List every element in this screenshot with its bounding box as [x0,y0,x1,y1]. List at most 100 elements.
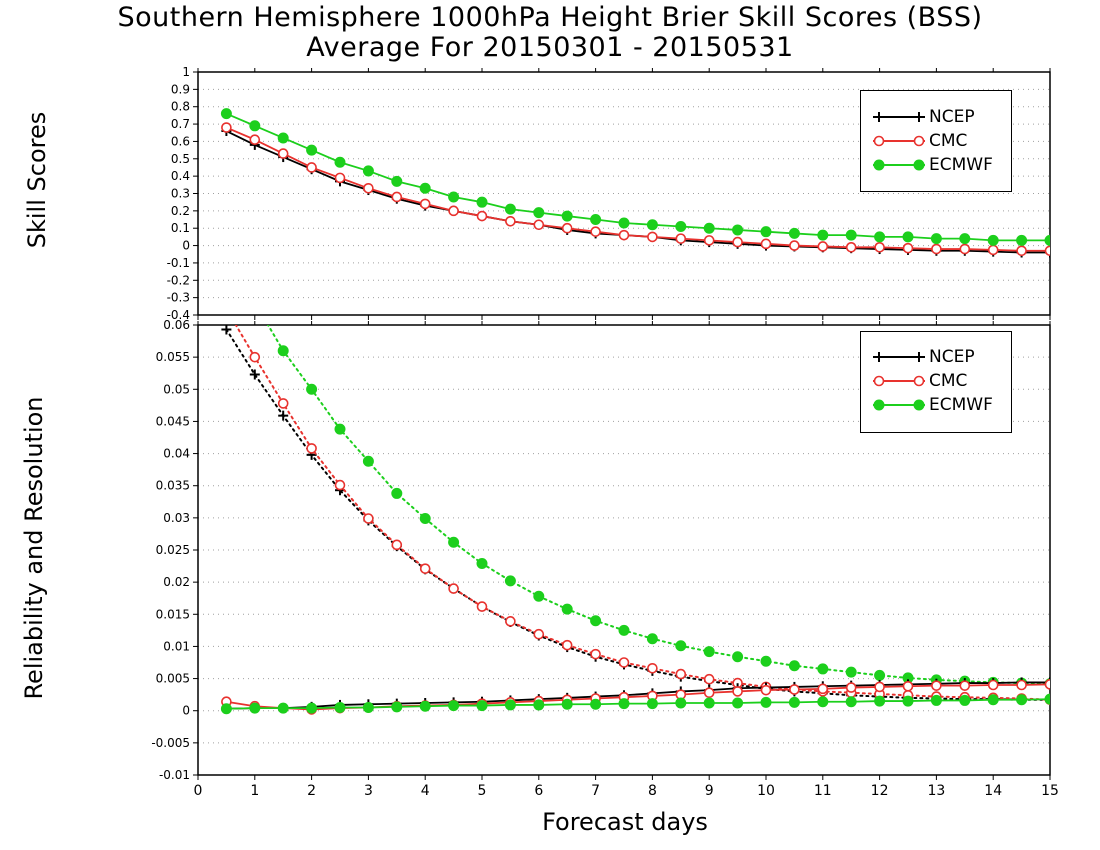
data-point-cmc [845,242,857,253]
chart-subtitle: Average For 20150301 - 20150531 [306,32,794,63]
legend-marker [913,399,925,411]
data-point-ecmwf [845,666,857,678]
data-point-cmc [363,182,374,194]
data-point-ecmwf [959,233,971,245]
data-point-cmc [647,662,658,674]
y-tick-label: 0.6 [171,134,190,148]
data-point-ecmwf [504,575,516,587]
data-point-cmc [277,398,289,409]
legend-swatch-cmc [873,375,925,387]
data-point-ecmwf [334,156,346,168]
y-tick-label: 0.005 [156,672,190,686]
data-point-ecmwf [419,513,431,524]
data-point-ecmwf [874,669,886,681]
y-tick-label: 0.05 [163,382,190,396]
data-point-ecmwf [362,165,374,177]
y-tick-label: 0.03 [163,511,190,525]
x-tick-label: 11 [814,783,832,799]
data-point-cmc [732,236,743,248]
legend-label-ecmwf: ECMWF [929,155,993,175]
x-tick-label: 4 [421,783,430,799]
data-point-cmc [277,148,289,159]
plot-area [220,108,1050,258]
data-point-cmc [959,243,971,255]
data-point-cmc [1016,679,1027,691]
data-point-cmc [931,243,942,255]
data-point-ecmwf [959,694,971,706]
bottom-panel-legend: NCEP CMC ECMWF [860,331,1012,433]
legend-label-ncep: NCEP [929,347,975,367]
legend-swatch-ncep [873,352,925,362]
x-tick-label: 6 [534,783,543,799]
data-point-cmc [448,583,459,594]
legend-marker [913,135,925,147]
data-point-cmc [817,683,829,695]
data-point-cmc [476,210,488,222]
data-point-cmc [789,684,800,695]
data-point-cmc [675,668,687,680]
data-point-ecmwf [590,214,602,226]
data-point-cmc [1044,679,1050,690]
data-point-ecmwf [930,233,942,245]
x-tick-label: 8 [648,783,657,799]
legend-item-cmc: CMC [861,369,1011,393]
y-tick-label: 0 [182,704,190,718]
legend-swatch-ecmwf [873,159,925,171]
data-point-ecmwf [419,700,431,712]
y-tick-label: 0.4 [171,169,190,183]
y-tick-label: -0.005 [151,736,190,750]
data-point-cmc [902,242,914,254]
data-point-ecmwf [448,191,460,203]
legend-label-ecmwf: ECMWF [929,395,993,415]
y-tick-label: 0.1 [171,221,190,235]
y-tick-label: -0.2 [167,273,190,287]
data-point-ecmwf [249,120,261,132]
data-point-cmc [391,191,403,203]
legend-item-ecmwf: ECMWF [861,153,1011,177]
data-point-ecmwf [987,694,999,706]
data-point-ecmwf [504,699,516,711]
legend-marker [913,159,925,171]
y-tick-label: 0.7 [171,117,190,131]
data-point-cmc [987,244,999,256]
data-point-cmc [902,680,914,692]
data-point-ecmwf [732,697,744,709]
data-point-ecmwf [220,108,232,120]
data-point-cmc [959,680,971,691]
series-line-ecmwf-resolution [266,325,1050,685]
y-tick-label: 0.5 [171,152,190,166]
y-tick-label: 0.2 [171,204,190,218]
data-point-cmc [249,351,261,363]
y-tick-label: 0.9 [171,82,190,96]
data-point-cmc [419,563,431,574]
x-tick-label: 13 [927,783,945,799]
legend-label-ncep: NCEP [929,107,975,127]
top-panel-legend: NCEP CMC ECMWF [860,90,1012,192]
x-axis-label: Forecast days [542,808,708,836]
data-point-ecmwf [391,701,403,713]
data-point-ecmwf [448,700,460,712]
legend-marker [873,159,885,171]
y-tick-label: 0.025 [156,543,190,557]
data-point-ecmwf [533,207,545,219]
y-tick-label: 0.06 [163,318,190,332]
data-point-ecmwf [675,220,687,232]
y-tick-label: -0.1 [167,256,190,270]
data-point-cmc [334,479,346,491]
data-point-ecmwf [1016,694,1028,706]
y-tick-label: -0.3 [167,291,190,305]
data-point-ecmwf [590,698,602,710]
legend-item-ncep: NCEP [861,105,1011,129]
x-tick-label: 14 [984,783,1002,799]
data-point-ecmwf [362,702,374,713]
chart-title: Southern Hemisphere 1000hPa Height Brier… [117,2,983,33]
data-point-ecmwf [1044,234,1050,246]
data-point-ecmwf [788,227,800,239]
legend-label-cmc: CMC [929,371,968,391]
data-point-ecmwf [732,651,744,663]
legend-swatch-ncep [873,112,925,122]
data-point-cmc [222,304,231,313]
plot-area [220,304,1050,715]
data-point-cmc [249,134,261,145]
legend-item-cmc: CMC [861,129,1011,153]
